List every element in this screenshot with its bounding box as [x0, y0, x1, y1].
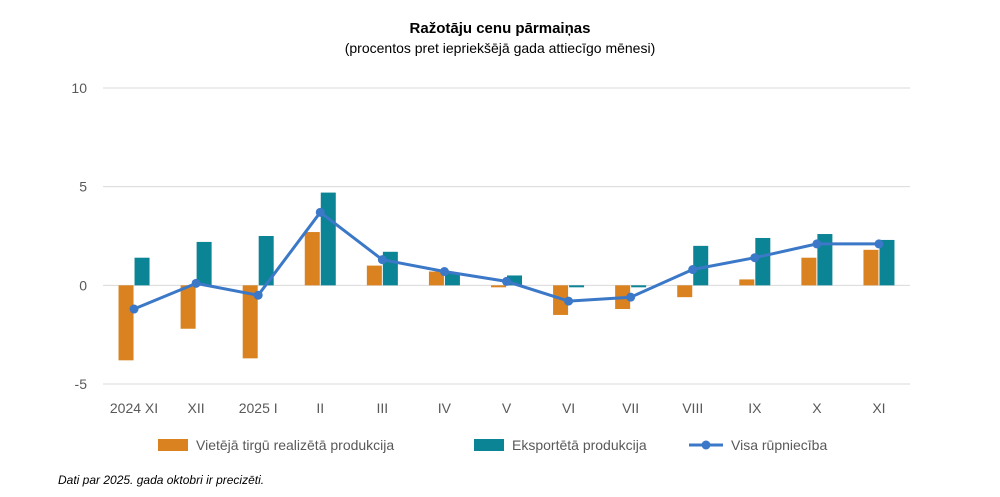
- x-tick-label: VIII: [682, 400, 703, 416]
- line-point: [439, 267, 449, 277]
- line-point: [377, 255, 387, 265]
- bar-domestic: [118, 285, 134, 361]
- line-point: [502, 276, 511, 286]
- y-tick-label: -5: [75, 376, 88, 392]
- line-point: [191, 278, 201, 288]
- bar-export: [258, 236, 274, 286]
- legend-swatch: [474, 439, 504, 451]
- bar-domestic: [180, 285, 196, 329]
- bar-domestic: [863, 249, 879, 286]
- legend-label: Visa rūpniecība: [731, 437, 827, 453]
- bar-domestic: [801, 257, 817, 286]
- bar-export: [569, 285, 585, 288]
- line-point: [874, 239, 884, 249]
- x-tick-label: 2025 I: [239, 400, 278, 416]
- y-tick-label: 5: [79, 179, 87, 195]
- bar-domestic: [739, 279, 755, 286]
- line-point: [812, 239, 822, 249]
- x-tick-label: XI: [872, 400, 885, 416]
- chart-subtitle: (procentos pret iepriekšējā gada attiecī…: [344, 40, 656, 56]
- line-point: [253, 290, 263, 300]
- legend-swatch: [158, 439, 188, 451]
- x-tick-label: IV: [438, 400, 452, 416]
- bar-export: [817, 234, 833, 286]
- bar-export: [320, 192, 336, 286]
- footnote: Dati par 2025. gada oktobri ir precizēti…: [58, 473, 265, 487]
- bar-domestic: [677, 285, 693, 298]
- bar-domestic: [304, 232, 320, 286]
- bar-export: [507, 275, 522, 286]
- bar-export: [196, 241, 212, 286]
- line-point: [315, 207, 325, 217]
- bar-export: [631, 285, 647, 288]
- bar-export: [134, 257, 150, 286]
- bar-domestic: [242, 285, 258, 359]
- bar-domestic: [553, 285, 569, 315]
- x-tick-label: IX: [748, 400, 762, 416]
- line-point: [626, 292, 636, 302]
- x-tick-label: 2024 XI: [110, 400, 158, 416]
- legend-label: Eksportētā produkcija: [512, 437, 647, 453]
- x-tick-label: V: [502, 400, 512, 416]
- bar-domestic: [491, 285, 506, 288]
- x-tick-label: III: [377, 400, 389, 416]
- bar-export: [755, 237, 771, 286]
- x-tick-label: X: [812, 400, 822, 416]
- y-tick-label: 0: [79, 277, 87, 293]
- bar-domestic: [366, 265, 382, 286]
- line-point: [688, 265, 698, 275]
- x-tick-label: VII: [622, 400, 639, 416]
- line-point: [129, 304, 139, 314]
- line-point: [750, 253, 760, 263]
- bar-export: [444, 273, 460, 286]
- line-point: [564, 296, 574, 306]
- legend-label: Vietējā tirgū realizētā produkcija: [196, 437, 394, 453]
- chart-title: Ražotāju cenu pārmaiņas: [409, 20, 591, 37]
- x-tick-label: II: [316, 400, 324, 416]
- bar-export: [693, 245, 709, 286]
- bar-domestic: [428, 271, 444, 286]
- legend-swatch-marker: [701, 440, 711, 450]
- y-tick-label: 10: [71, 80, 87, 96]
- x-tick-label: XII: [188, 400, 205, 416]
- x-tick-label: VI: [562, 400, 575, 416]
- bar-export: [879, 239, 895, 286]
